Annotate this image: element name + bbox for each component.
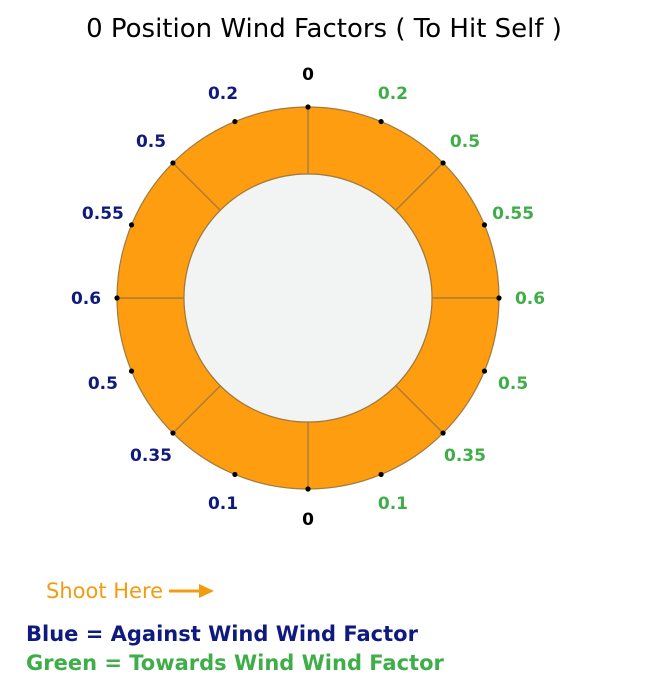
position-dot (170, 430, 176, 436)
position-dot (496, 295, 502, 301)
towards-wind-label: 0.2 (378, 84, 408, 104)
position-dot (128, 222, 135, 228)
towards-wind-label: 0.5 (450, 132, 480, 152)
towards-wind-label: 0.6 (515, 289, 545, 309)
against-wind-label: 0.55 (82, 204, 124, 224)
towards-wind-label: 0.55 (492, 204, 534, 224)
position-dot (378, 118, 384, 125)
position-dot (114, 295, 120, 301)
position-dot (128, 368, 135, 374)
towards-wind-label: 0.1 (378, 494, 408, 514)
arrow-right-icon (169, 584, 215, 598)
position-dot (440, 160, 446, 166)
position-dots (114, 104, 502, 492)
position-dot (232, 471, 238, 478)
shoot-here-label: Shoot Here (46, 579, 164, 603)
position-dot (232, 118, 238, 125)
position-dot (440, 430, 446, 436)
shoot-here-indicator: Shoot Here (46, 579, 215, 603)
towards-wind-label: 0.5 (498, 374, 528, 394)
against-wind-label: 0.5 (136, 132, 166, 152)
inner-circle (183, 173, 433, 423)
position-dot (305, 104, 311, 110)
against-wind-label: 0.2 (208, 84, 238, 104)
label-bottom: 0 (302, 510, 314, 530)
label-top: 0 (302, 65, 314, 85)
against-wind-label: 0.5 (88, 374, 118, 394)
position-dot (481, 222, 488, 228)
page-title: 0 Position Wind Factors ( To Hit Self ) (86, 14, 562, 44)
legend-towards: Green = Towards Wind Wind Factor (26, 651, 444, 675)
position-dot (305, 486, 311, 492)
towards-wind-label: 0.35 (444, 446, 486, 466)
against-wind-label: 0.1 (208, 494, 238, 514)
wind-factor-labels: 0.2 0.5 0.55 0.6 0.5 0.35 0.1 0.2 0.5 0.55 0.6 0.5 0… (71, 84, 545, 514)
position-dot (170, 160, 176, 166)
wind-factor-wheel: 0 0 0.2 0.5 0.55 0.6 0.5 0.35 0.1 0.2 0.5 0.55 0.6… (71, 65, 545, 530)
legend-against: Blue = Against Wind Wind Factor (26, 622, 418, 646)
position-dot (481, 368, 488, 374)
against-wind-label: 0.6 (71, 289, 101, 309)
against-wind-label: 0.35 (130, 446, 172, 466)
position-dot (378, 471, 384, 478)
